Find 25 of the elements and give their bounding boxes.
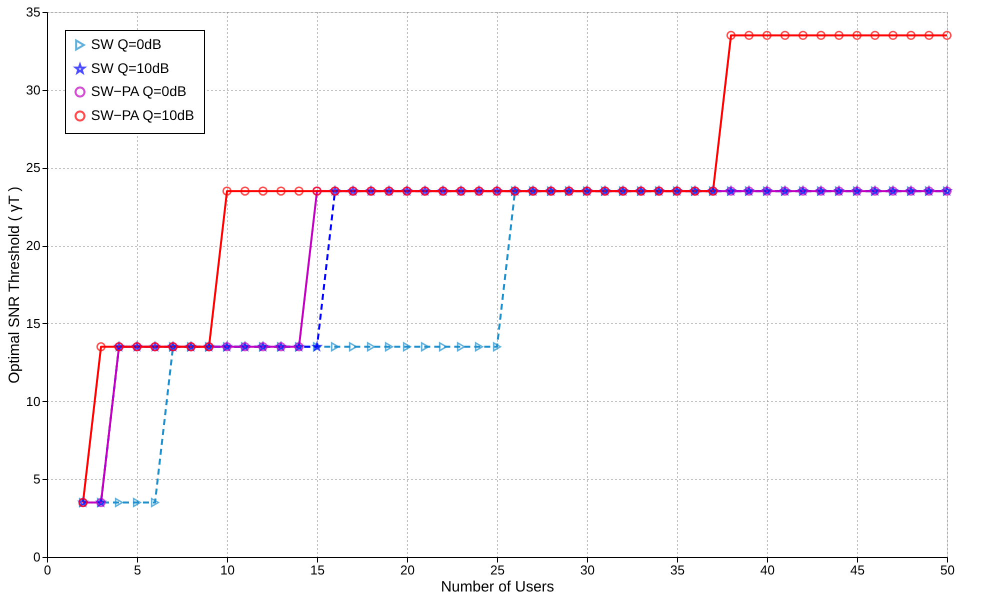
x-tick-label: 50	[940, 562, 955, 578]
x-tick-label: 5	[134, 562, 142, 578]
y-tick-label: 25	[26, 160, 40, 176]
x-tick-label: 45	[850, 562, 865, 578]
x-tick-label: 25	[490, 562, 505, 578]
legend-label: SW Q=0dB	[91, 36, 162, 52]
x-tick-label: 20	[400, 562, 415, 578]
y-tick-label: 10	[26, 394, 40, 409]
x-tick-label: 40	[760, 562, 775, 578]
legend-label: SW−PA Q=10dB	[91, 107, 194, 123]
x-tick-label: 0	[44, 562, 52, 578]
y-tick-label: 15	[26, 316, 40, 331]
y-tick-label: 20	[26, 238, 40, 254]
y-tick-label: 35	[26, 4, 40, 20]
y-axis-title: Optimal SNR Threshold ( γT )	[6, 186, 24, 384]
legend-label: SW−PA Q=0dB	[91, 83, 186, 99]
y-tick-label: 0	[33, 550, 40, 564]
legend-label: SW Q=10dB	[91, 60, 170, 76]
x-tick-label: 10	[220, 562, 235, 578]
x-axis-title: Number of Users	[440, 578, 554, 596]
x-tick-label: 35	[670, 562, 685, 578]
y-tick-label: 5	[33, 472, 40, 487]
x-tick-label: 30	[580, 562, 595, 578]
y-tick-label: 30	[26, 82, 40, 98]
x-tick-label: 15	[310, 562, 325, 578]
